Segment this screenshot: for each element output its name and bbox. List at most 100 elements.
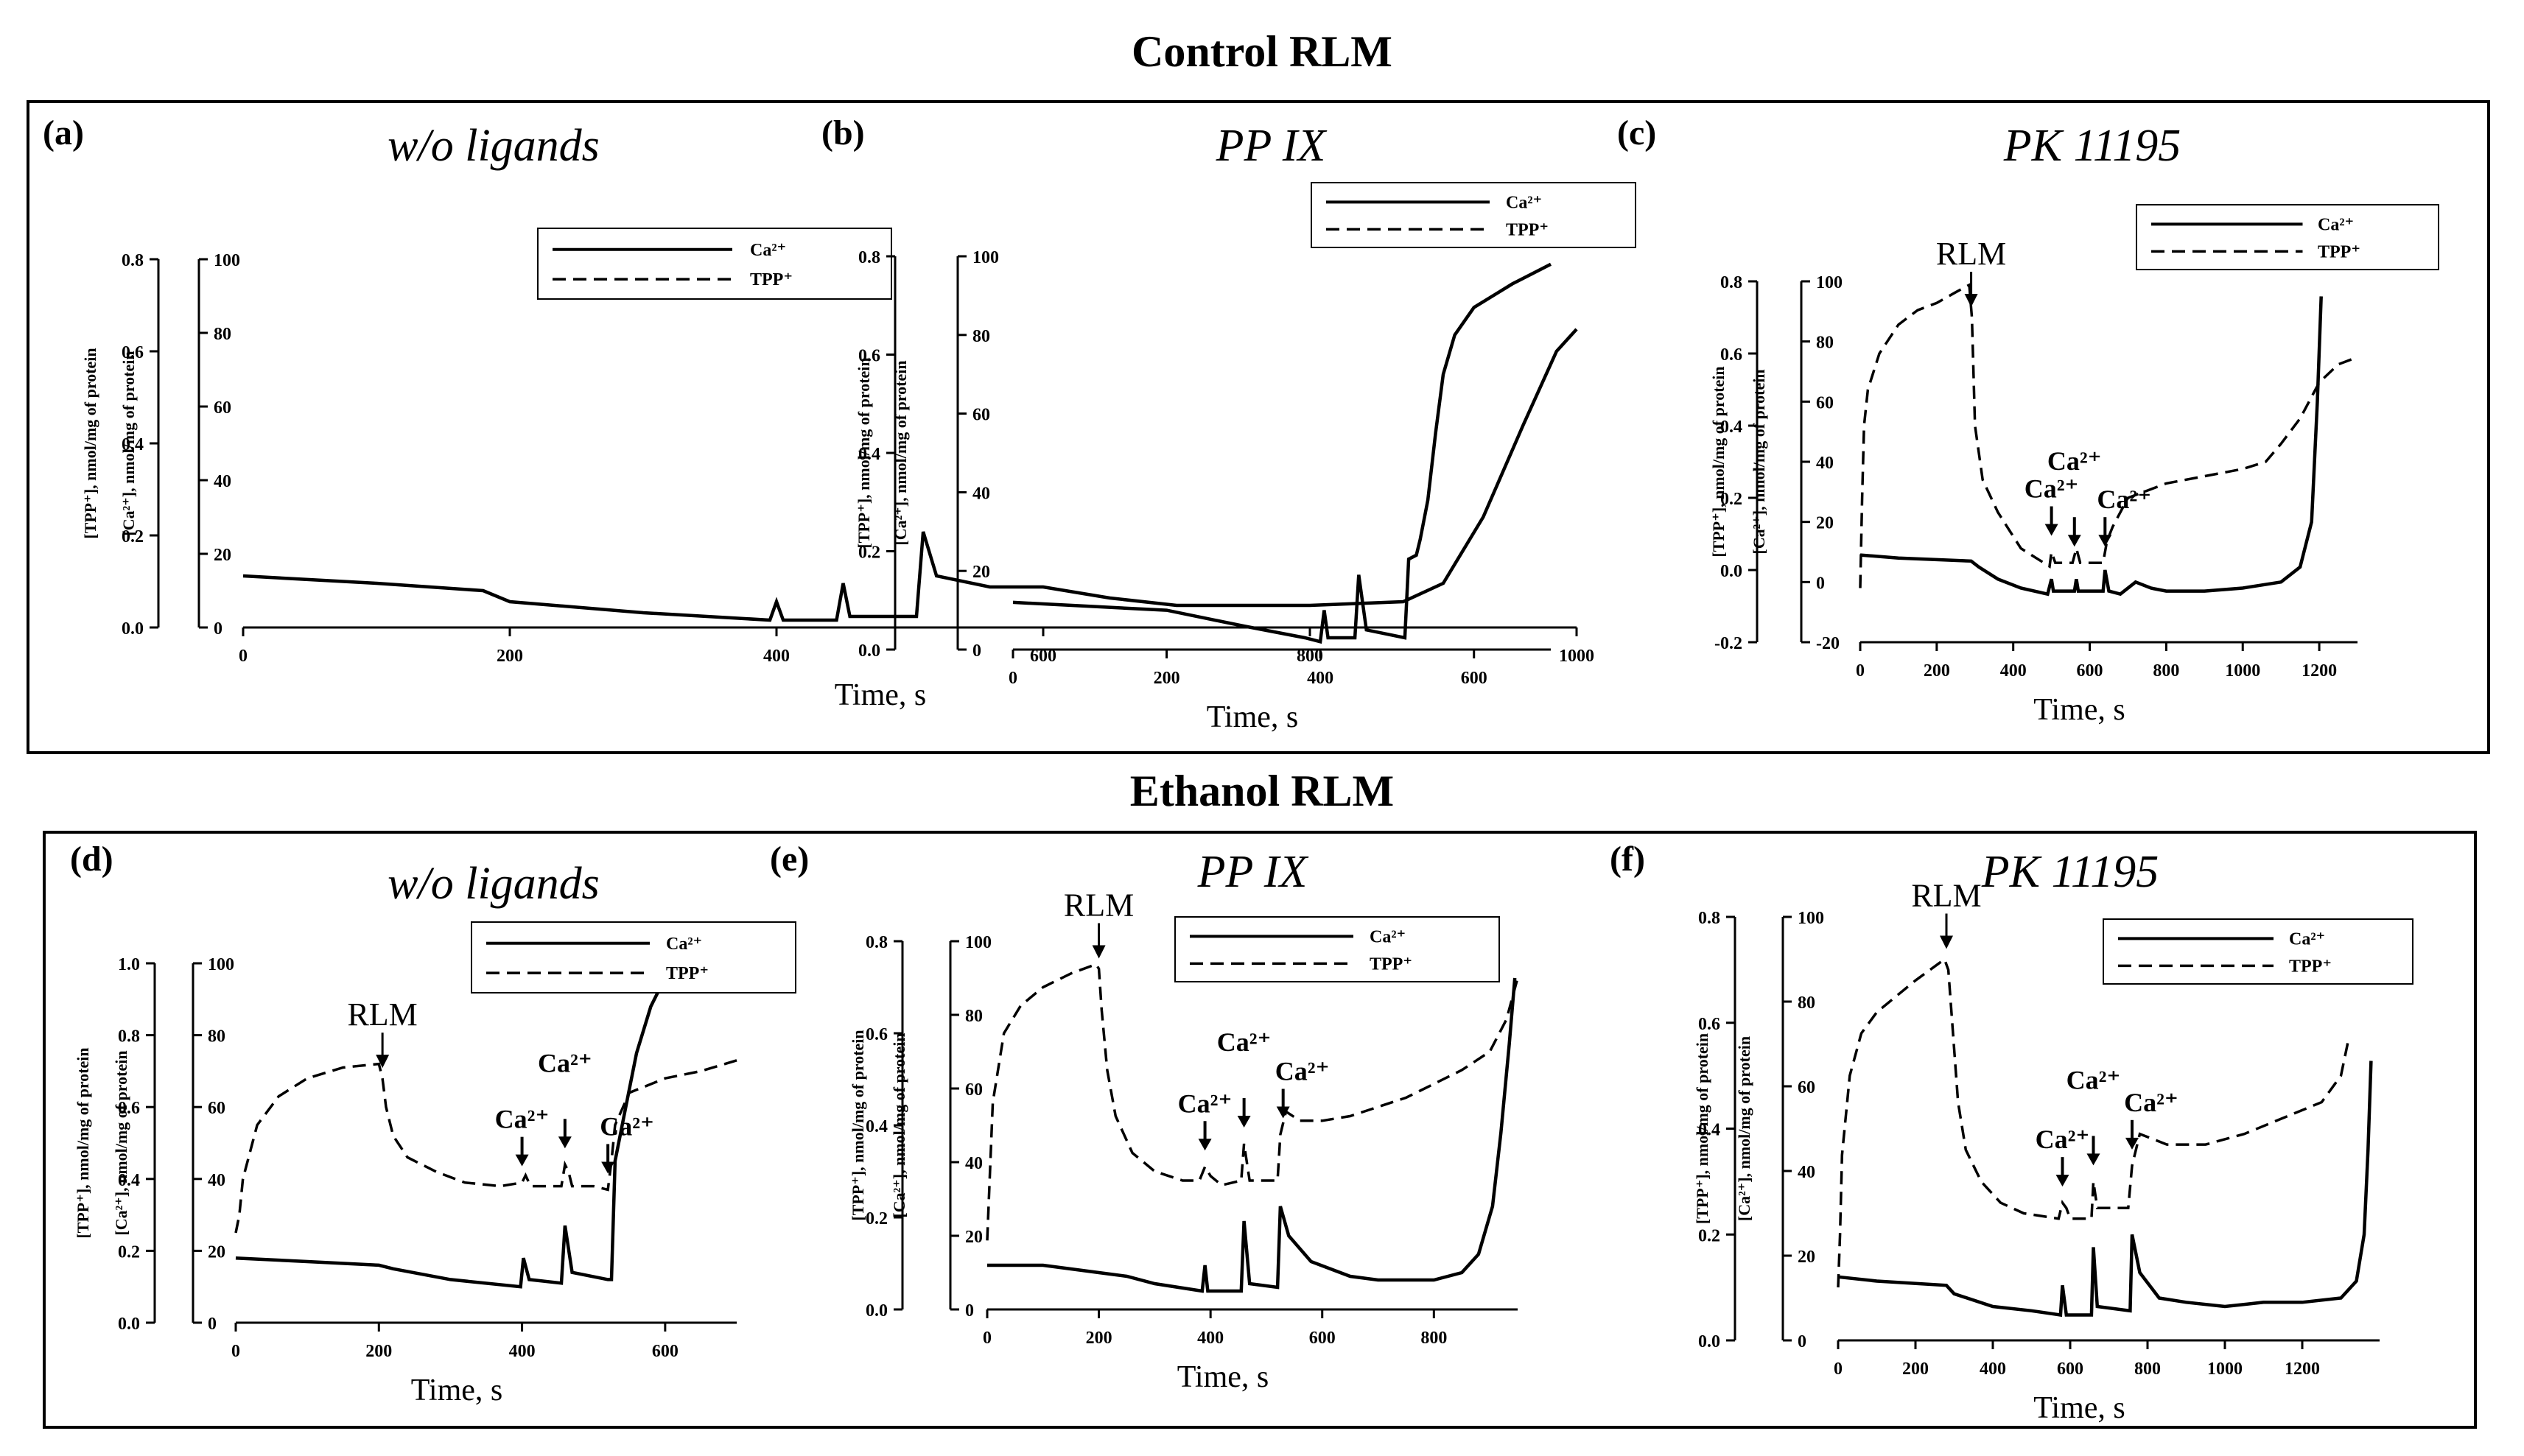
panel-label: (d) — [70, 840, 113, 879]
tpp-tick-label: -0.2 — [1714, 634, 1742, 653]
legend-tpp-label: TPP⁺ — [666, 964, 709, 983]
tpp-tick-label: 0.0 — [122, 619, 144, 639]
ca-add-label: Ca²⁺ — [1275, 1057, 1330, 1086]
ca-tick-label: 60 — [1798, 1078, 1815, 1097]
tpp-axis-label: [TPP⁺], nmol/mg of protein — [81, 348, 99, 538]
ca-tick-label: 20 — [972, 563, 990, 582]
ca-series-line — [242, 328, 1578, 622]
tpp-tick-label: 0.8 — [122, 251, 144, 270]
tpp-tick-label: 0.4 — [1698, 1121, 1720, 1140]
ca-add-label: Ca²⁺ — [2036, 1125, 2090, 1154]
rlm-annotation: RLM — [1936, 236, 2006, 272]
x-tick-label: 400 — [509, 1342, 536, 1361]
legend-ca-label: Ca²⁺ — [1370, 927, 1406, 946]
ca-tick-label: 0 — [214, 619, 222, 639]
ca-tick-label: 20 — [1816, 514, 1834, 533]
tpp-tick-label: 0.6 — [1720, 345, 1742, 365]
tpp-tick-label: 0.2 — [858, 544, 880, 563]
x-tick-label: 400 — [1307, 669, 1333, 688]
legend-ca-label: Ca²⁺ — [2318, 215, 2354, 234]
x-tick-label: 400 — [2000, 661, 2027, 680]
panel-title: PK 11195 — [1981, 847, 2159, 897]
ca-tick-label: -20 — [1816, 634, 1840, 653]
ca-tick-label: 0 — [208, 1315, 217, 1334]
ca-add-arrowhead — [2086, 1153, 2100, 1166]
x-tick-label: 0 — [1834, 1360, 1843, 1379]
x-tick-label: 600 — [1461, 669, 1487, 688]
legend-box — [2103, 918, 2413, 985]
ca-tick-label: 0 — [1816, 574, 1825, 593]
ca-add-arrowhead — [601, 1161, 615, 1174]
ca-add-arrowhead — [2067, 535, 2081, 547]
ca-add-arrowhead — [2125, 1137, 2139, 1150]
ca-series-line — [987, 977, 1517, 1293]
x-tick-label: 200 — [1924, 661, 1950, 680]
panel-label: (b) — [821, 113, 865, 152]
ca-tick-label: 60 — [965, 1080, 983, 1100]
ca-add-label: Ca²⁺ — [495, 1105, 550, 1134]
rlm-arrowhead — [1940, 935, 1953, 949]
tpp-tick-label: 0.6 — [118, 1099, 140, 1118]
tpp-tick-label: 0.8 — [858, 248, 880, 267]
ca-tick-label: 40 — [1816, 454, 1834, 473]
x-tick-label: 400 — [763, 647, 790, 666]
tpp-tick-label: 0.0 — [1720, 562, 1742, 581]
ca-tick-label: 80 — [214, 325, 231, 344]
tpp-series-line — [234, 1059, 737, 1234]
ca-tick-label: 40 — [965, 1154, 983, 1173]
ca-tick-label: 40 — [208, 1171, 225, 1190]
x-axis-label: Time, s — [411, 1374, 503, 1407]
tpp-tick-label: 0.6 — [866, 1025, 888, 1044]
x-tick-label: 0 — [983, 1329, 992, 1348]
x-tick-label: 600 — [652, 1342, 679, 1361]
ca-tick-label: 20 — [965, 1228, 983, 1247]
ca-tick-label: 40 — [1798, 1163, 1815, 1182]
rlm-annotation: RLM — [1064, 887, 1134, 924]
rlm-annotation: RLM — [1911, 878, 1981, 914]
x-tick-label: 200 — [1086, 1329, 1112, 1348]
tpp-axis-label: [TPP⁺], nmol/mg of protein — [1709, 366, 1728, 557]
tpp-tick-label: 0.6 — [122, 343, 144, 362]
tpp-tick-label: 0.4 — [866, 1117, 888, 1136]
legend-box — [1311, 182, 1636, 248]
ca-tick-label: 0 — [965, 1301, 974, 1320]
ca-tick-label: 80 — [972, 327, 990, 346]
x-tick-label: 200 — [1154, 669, 1180, 688]
ca-tick-label: 60 — [214, 398, 231, 418]
x-tick-label: 600 — [1309, 1329, 1336, 1348]
tpp-tick-label: 0.4 — [858, 445, 880, 464]
x-tick-label: 600 — [2057, 1360, 2083, 1379]
ethanol-frame — [43, 831, 2477, 1429]
rlm-arrowhead — [376, 1055, 390, 1069]
ca-add-label: Ca²⁺ — [1217, 1027, 1272, 1057]
ca-add-arrowhead — [2055, 1175, 2069, 1187]
ca-series-line — [1012, 262, 1552, 644]
ca-tick-label: 100 — [965, 933, 992, 952]
ca-tick-label: 100 — [972, 248, 999, 267]
ca-add-label: Ca²⁺ — [538, 1048, 592, 1077]
ca-tick-label: 0 — [972, 641, 981, 661]
ca-add-arrowhead — [558, 1136, 572, 1149]
tpp-tick-label: 0.8 — [118, 1027, 140, 1047]
legend-tpp-label: TPP⁺ — [750, 270, 793, 289]
ca-add-label: Ca²⁺ — [2097, 485, 2151, 514]
tpp-tick-label: 0.6 — [1698, 1015, 1720, 1034]
legend-tpp-label: TPP⁺ — [2289, 957, 2332, 976]
tpp-tick-label: 0.4 — [1720, 418, 1742, 437]
ca-axis-label: [Ca²⁺], nmol/mg of protein — [890, 1033, 908, 1217]
ca-axis-label: [Ca²⁺], nmol/mg of protein — [891, 360, 910, 545]
ca-series-line — [1859, 296, 2323, 597]
chart-panel: (e) PP IX 0 200 400 600 800 Time, s 0 20 40 60 80 100… — [770, 840, 1519, 1394]
panel-label: (f) — [1610, 840, 1645, 879]
x-tick-label: 1000 — [1559, 647, 1594, 666]
legend-ca-label: Ca²⁺ — [750, 241, 786, 260]
ca-add-label: Ca²⁺ — [1178, 1089, 1233, 1118]
rlm-annotation: RLM — [347, 996, 417, 1033]
ca-tick-label: 60 — [972, 406, 990, 425]
legend-ca-label: Ca²⁺ — [666, 935, 702, 954]
x-tick-label: 0 — [239, 647, 248, 666]
x-tick-label: 1000 — [2225, 661, 2260, 680]
ca-add-arrowhead — [1198, 1139, 1212, 1151]
ca-tick-label: 100 — [208, 955, 234, 974]
